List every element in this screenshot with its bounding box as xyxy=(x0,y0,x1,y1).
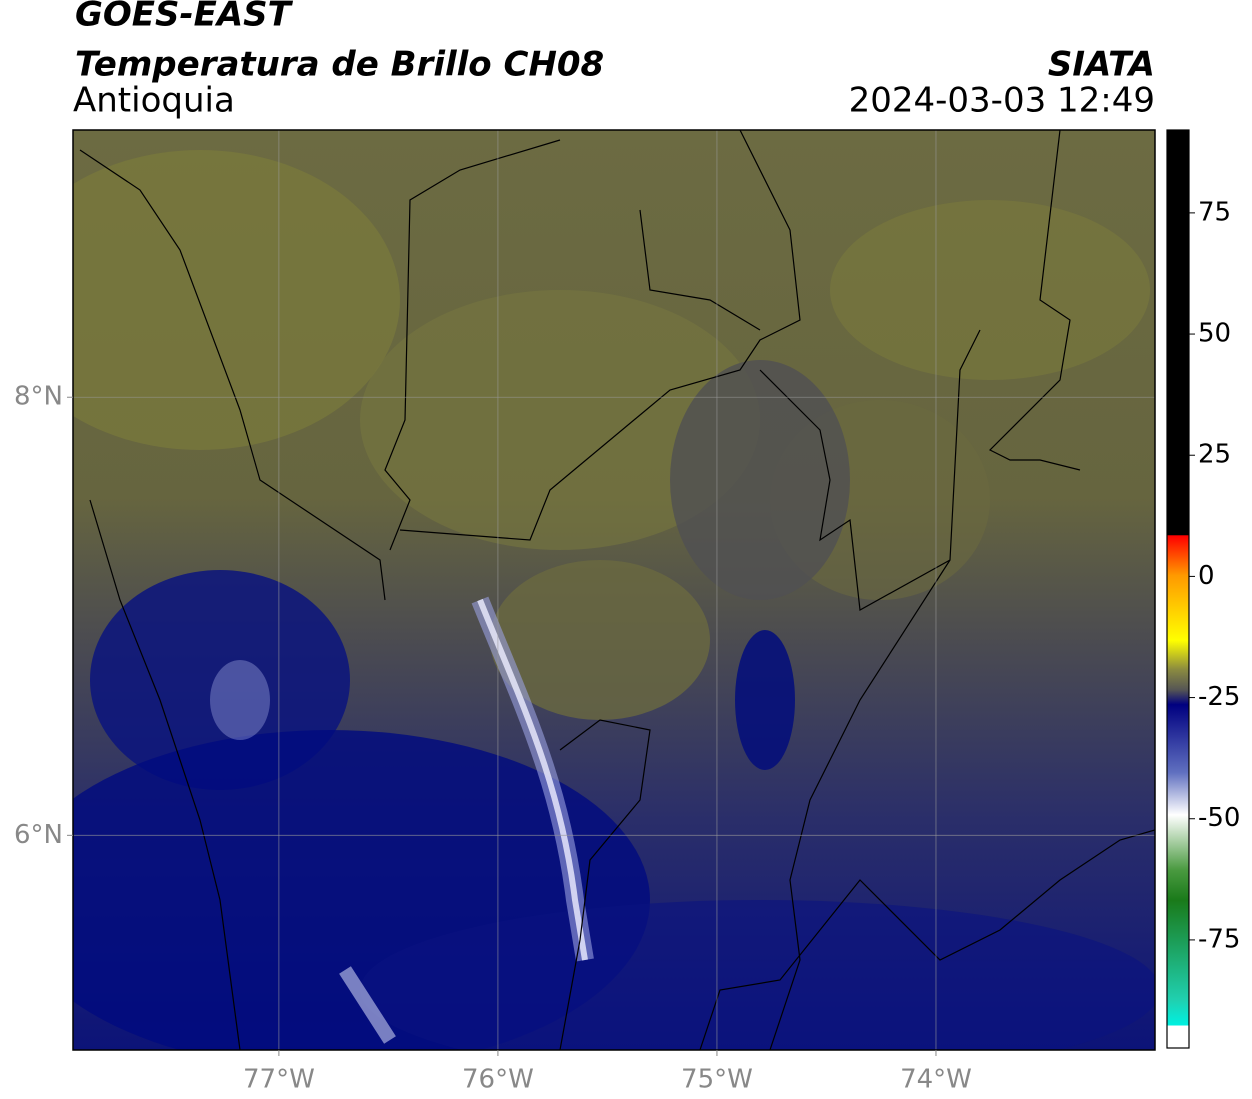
colorbar-tick-label: -25 xyxy=(1198,682,1240,712)
x-tick-label: 77°W xyxy=(243,1065,315,1095)
graticule xyxy=(73,130,1155,1050)
y-tick-label: 8°N xyxy=(14,382,63,412)
region: Antioquia xyxy=(73,81,235,121)
colorbar-tick-label: 75 xyxy=(1198,197,1231,227)
agency: SIATA xyxy=(1048,45,1155,85)
colorbar-tick-label: -75 xyxy=(1198,924,1240,954)
y-tick-label: 6°N xyxy=(14,820,63,850)
colorbar-tick-label: 0 xyxy=(1198,561,1215,591)
colorbar-tick-label: 50 xyxy=(1198,319,1231,349)
datetime: 2024-03-03 12:49 xyxy=(849,81,1155,121)
subtitle: Temperatura de Brillo CH08 xyxy=(75,45,604,85)
map-frame xyxy=(72,129,1156,1051)
colorbar-tick-label: -50 xyxy=(1198,803,1240,833)
x-tick-label: 75°W xyxy=(681,1065,753,1095)
x-tick-label: 74°W xyxy=(900,1065,972,1095)
colorbar xyxy=(1166,129,1190,1049)
title: GOES-EAST xyxy=(75,0,294,35)
x-tick-label: 76°W xyxy=(462,1065,534,1095)
satellite-image xyxy=(73,130,1155,1050)
boundaries xyxy=(79,130,1155,1050)
colorbar-tick-label: 25 xyxy=(1198,440,1231,470)
